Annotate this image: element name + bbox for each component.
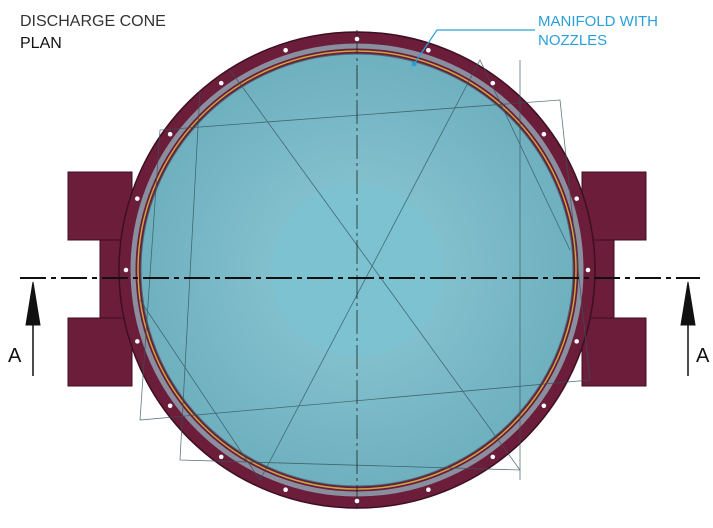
bolt-hole: [218, 80, 224, 86]
internal-lines: [139, 59, 591, 481]
bolt-hole: [167, 131, 173, 137]
wire: [139, 59, 571, 481]
wire: [139, 99, 591, 421]
bolt-hole: [354, 36, 360, 42]
bolt-hole: [135, 339, 140, 344]
bolt-hole: [426, 48, 431, 53]
bracket: [67, 171, 133, 241]
bolt-hole: [135, 196, 140, 201]
bolt-hole: [574, 196, 579, 201]
bolt-hole: [283, 48, 288, 53]
bracket: [581, 171, 647, 241]
bolt-hole: [490, 80, 496, 86]
bracket: [581, 317, 647, 387]
bolt-hole: [490, 454, 496, 460]
wire: [179, 69, 521, 471]
callout-dot: [411, 61, 417, 67]
bolt-hole: [218, 454, 224, 460]
bolt-hole: [574, 339, 579, 344]
bolt-hole: [354, 498, 360, 504]
arrow-head: [25, 281, 41, 326]
callout-leader: [413, 29, 535, 65]
bolt-hole: [541, 131, 547, 137]
title-line: PLAN: [20, 35, 62, 52]
bolt-hole: [123, 267, 129, 273]
bolt-hole: [541, 403, 547, 409]
bolt-holes: [123, 36, 591, 504]
bolt-hole: [585, 267, 591, 273]
bolt-hole: [167, 403, 173, 409]
section-label: A: [8, 345, 22, 367]
bracket: [67, 317, 133, 387]
callout-text: NOZZLES: [538, 32, 607, 49]
section-label: A: [696, 345, 710, 367]
brackets: [67, 171, 647, 387]
bolt-hole: [283, 487, 288, 492]
title-line: DISCHARGE CONE: [20, 13, 166, 30]
arrow-head: [680, 281, 696, 326]
callout-text: MANIFOLD WITH: [538, 13, 658, 30]
section-arrows: [25, 281, 696, 376]
bolt-hole: [426, 487, 431, 492]
